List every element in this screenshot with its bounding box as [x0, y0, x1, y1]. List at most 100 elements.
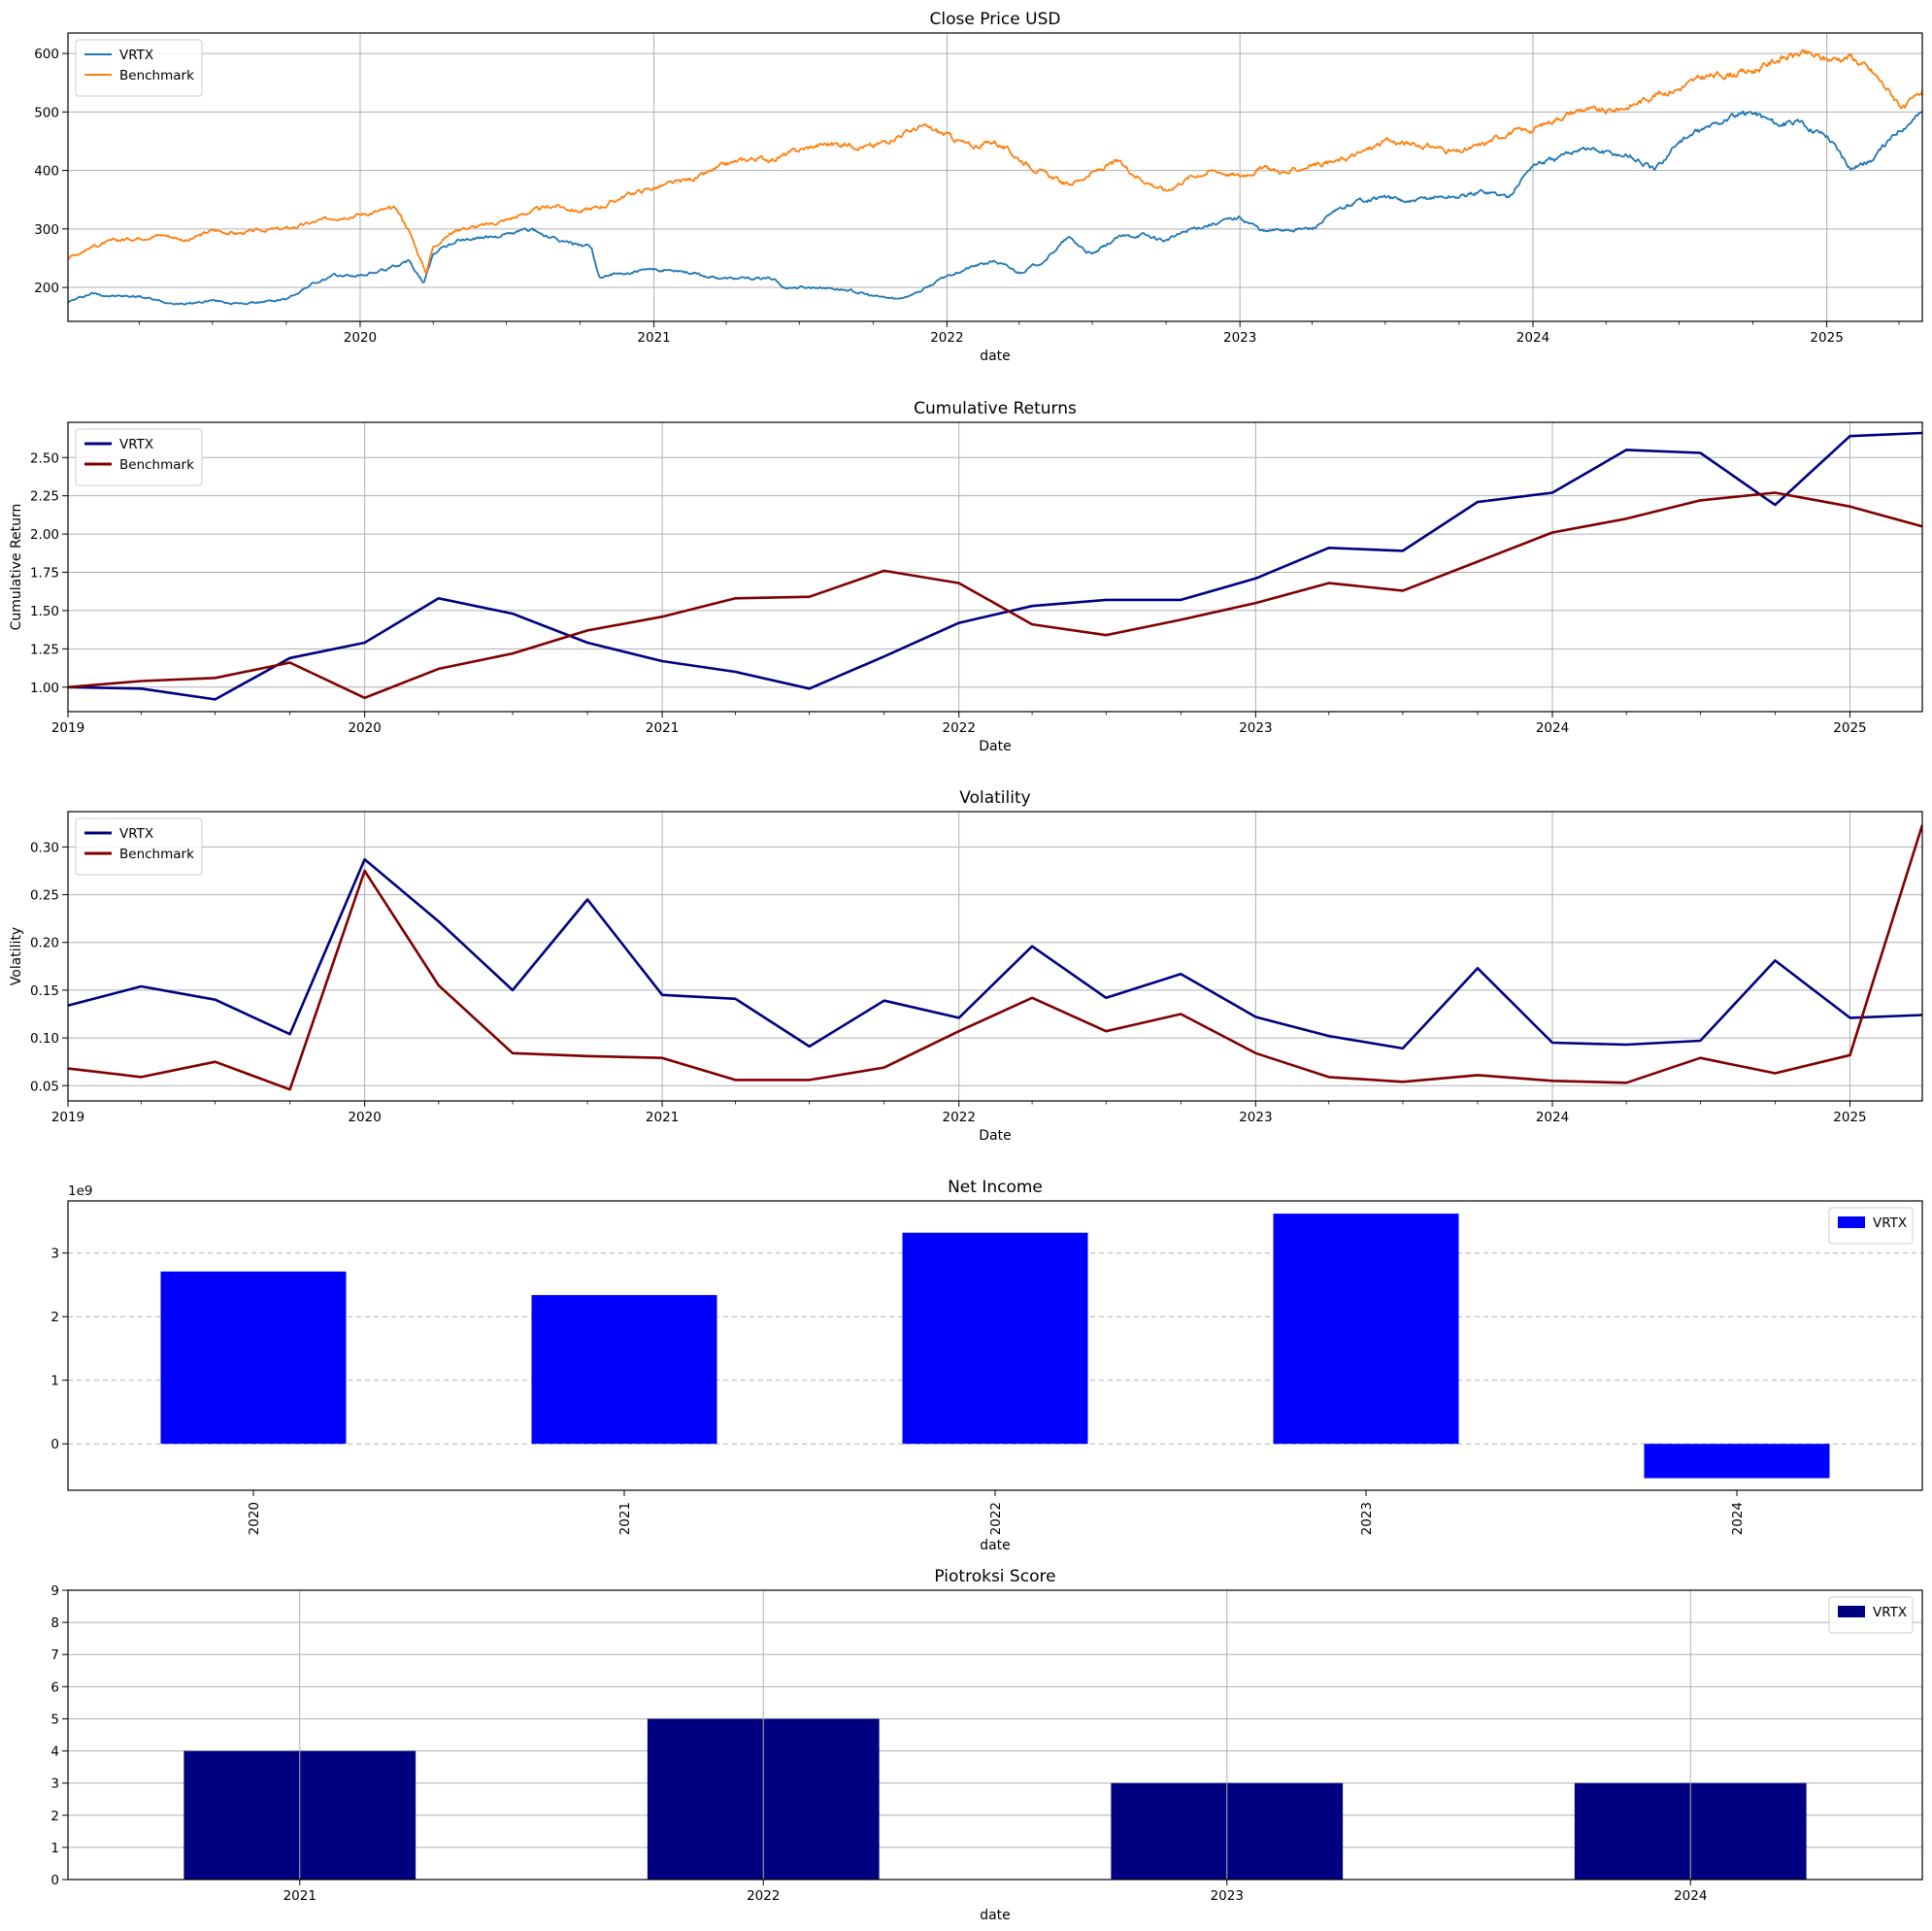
series-line-benchmark — [68, 491, 1922, 700]
y-tick-label: 0 — [50, 1873, 59, 1888]
x-tick-label: 2024 — [1674, 1888, 1707, 1904]
y-tick-label: 0.25 — [30, 888, 59, 904]
axes-frame — [67, 32, 1923, 322]
axes-frame — [67, 421, 1923, 713]
x-tick-label: 2024 — [1730, 1502, 1746, 1535]
bar-2022 — [902, 1232, 1088, 1445]
x-tick-label: 2022 — [747, 1888, 780, 1904]
x-tick-label: 2024 — [1516, 330, 1549, 346]
y-tick-label: 0.10 — [30, 1031, 59, 1047]
chart-title: Close Price USD — [930, 10, 1061, 29]
y-tick-label: 1 — [50, 1374, 59, 1389]
y-tick-label: 2 — [50, 1310, 59, 1325]
chart-title: Cumulative Returns — [914, 399, 1077, 418]
axes-frame — [67, 811, 1923, 1102]
x-tick-label: 2021 — [646, 720, 679, 736]
x-tick-label: 2022 — [988, 1502, 1004, 1535]
x-tick-label: 2020 — [348, 1110, 381, 1125]
legend-label-benchmark: Benchmark — [119, 847, 194, 862]
x-tick-label: 2023 — [1223, 330, 1256, 346]
legend-label-vrtx: VRTX — [1873, 1215, 1907, 1231]
series-line-benchmark — [68, 49, 1922, 274]
x-tick-label: 2024 — [1536, 1110, 1569, 1125]
y-tick-label: 3 — [50, 1777, 59, 1792]
x-tick-label: 2023 — [1239, 1110, 1272, 1125]
series-line-benchmark — [68, 824, 1922, 1091]
x-tick-label: 2022 — [943, 1110, 976, 1125]
legend: VRTX Benchmark — [75, 39, 203, 97]
x-tick-label: 2021 — [646, 1110, 679, 1125]
legend-swatch-vrtx — [1838, 1606, 1865, 1617]
y-tick-label: 9 — [50, 1583, 59, 1599]
legend-swatch-vrtx — [1838, 1216, 1865, 1228]
y-axis-label: Cumulative Return — [9, 504, 24, 631]
chart-2: 2019 2020 2021 2022 2023 2024 2025 0.05 0.10 0.15… — [9, 788, 1923, 1144]
y-tick-label: 6 — [50, 1680, 59, 1695]
chart-title: Volatility — [959, 788, 1030, 808]
x-tick-label: 2021 — [283, 1888, 316, 1904]
y-tick-label: 5 — [50, 1712, 59, 1727]
x-tick-label: 2020 — [348, 720, 381, 736]
y-exponent-label: 1e9 — [68, 1183, 92, 1199]
x-tick-label: 2023 — [1239, 720, 1272, 736]
x-tick-label: 2022 — [930, 330, 963, 346]
y-tick-label: 400 — [34, 164, 59, 180]
x-tick-label: 2023 — [1211, 1888, 1244, 1904]
y-tick-label: 3 — [50, 1247, 59, 1262]
x-tick-label: 2019 — [51, 1110, 84, 1125]
bar-2023 — [1273, 1214, 1459, 1445]
y-tick-label: 300 — [34, 222, 59, 238]
series-line-vrtx — [68, 110, 1922, 306]
y-tick-label: 2 — [50, 1809, 59, 1824]
legend-label-vrtx: VRTX — [119, 826, 153, 842]
x-tick-label: 2025 — [1810, 330, 1843, 346]
legend-label-vrtx: VRTX — [119, 48, 153, 63]
y-tick-label: 600 — [34, 47, 59, 62]
y-tick-label: 0.05 — [30, 1079, 59, 1094]
chart-4: 0 1 2 3 4 5 6 7 8 9 2021 2022 2023 2024 Piotroksi Scor… — [50, 1567, 1923, 1923]
series-line-vrtx — [68, 857, 1922, 1050]
legend: VRTX Benchmark — [75, 428, 203, 486]
y-tick-label: 2.25 — [30, 489, 59, 505]
legend-label-vrtx: VRTX — [119, 437, 153, 452]
legend: VRTX — [1828, 1596, 1914, 1634]
bar-2024 — [1644, 1444, 1830, 1479]
chart-3: 0 1 2 3 2020 2021 2022 2023 2024 Net Income date 1e… — [50, 1178, 1923, 1553]
x-axis-label: date — [980, 1538, 1011, 1553]
legend-label-vrtx: VRTX — [1873, 1605, 1907, 1620]
y-tick-label: 200 — [34, 281, 59, 296]
x-tick-label: 2022 — [943, 720, 976, 736]
chart-title: Net Income — [948, 1178, 1043, 1197]
y-tick-label: 1.75 — [30, 566, 59, 582]
x-axis-label: Date — [979, 739, 1011, 754]
y-tick-label: 7 — [50, 1648, 59, 1663]
legend: VRTX Benchmark — [75, 817, 203, 876]
x-tick-label: 2019 — [51, 720, 84, 736]
series-line-vrtx — [68, 431, 1922, 701]
y-tick-label: 1.50 — [30, 604, 59, 619]
y-tick-label: 0 — [50, 1437, 59, 1452]
x-tick-label: 2021 — [637, 330, 670, 346]
x-axis-label: date — [980, 349, 1011, 364]
axes-frame — [67, 1589, 1923, 1881]
y-tick-label: 1.00 — [30, 681, 59, 696]
x-tick-label: 2021 — [617, 1502, 633, 1535]
chart-1: 2019 2020 2021 2022 2023 2024 2025 1.00 1.25 1.50… — [9, 399, 1923, 754]
y-tick-label: 8 — [50, 1615, 59, 1631]
y-tick-label: 500 — [34, 105, 59, 120]
x-tick-label: 2020 — [344, 330, 377, 346]
legend-label-benchmark: Benchmark — [119, 68, 194, 83]
x-tick-label: 2023 — [1359, 1502, 1375, 1535]
chart-title: Piotroksi Score — [934, 1567, 1055, 1586]
y-axis-label: Volatility — [9, 927, 24, 985]
y-tick-label: 1 — [50, 1841, 59, 1856]
y-tick-label: 1.25 — [30, 642, 59, 657]
bar-2021 — [531, 1294, 717, 1445]
y-tick-label: 2.50 — [30, 450, 59, 466]
y-tick-label: 2.00 — [30, 527, 59, 543]
bar-2020 — [160, 1271, 347, 1445]
axes-frame — [67, 1200, 1923, 1491]
y-tick-label: 0.30 — [30, 840, 59, 855]
x-tick-label: 2025 — [1833, 720, 1866, 736]
